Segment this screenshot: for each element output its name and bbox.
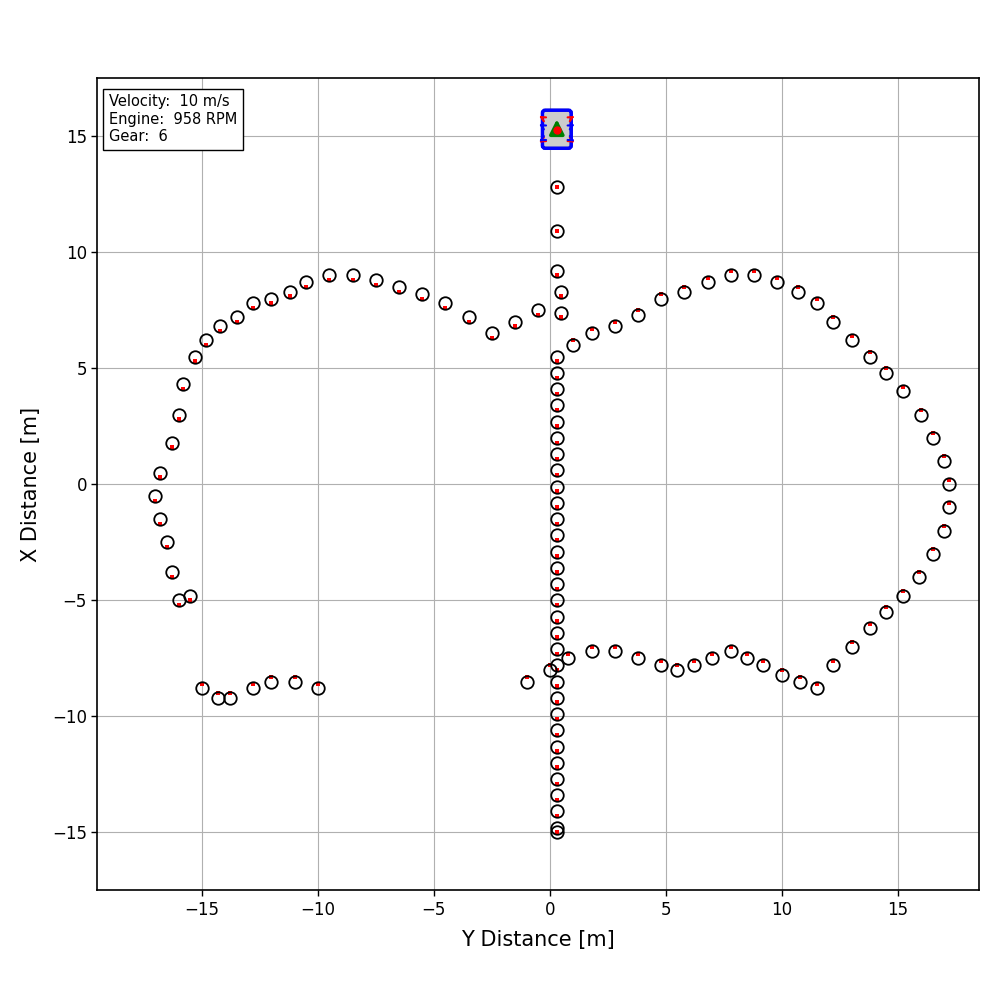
X-axis label: Y Distance [m]: Y Distance [m] <box>461 930 615 950</box>
FancyBboxPatch shape <box>542 110 571 148</box>
Text: Velocity:  10 m/s
Engine:  958 RPM
Gear:  6: Velocity: 10 m/s Engine: 958 RPM Gear: 6 <box>109 94 237 144</box>
Y-axis label: X Distance [m]: X Distance [m] <box>21 407 41 562</box>
